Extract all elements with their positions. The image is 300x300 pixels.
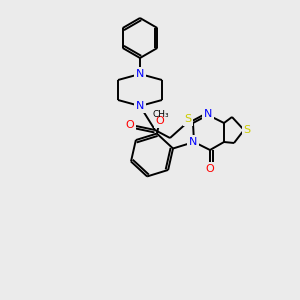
- Text: N: N: [204, 109, 212, 119]
- Text: O: O: [206, 164, 214, 174]
- Text: N: N: [136, 69, 144, 79]
- Text: O: O: [126, 120, 134, 130]
- Text: O: O: [155, 116, 164, 126]
- Text: S: S: [243, 125, 250, 135]
- Text: N: N: [189, 137, 197, 147]
- Text: CH₃: CH₃: [153, 110, 169, 118]
- Text: N: N: [136, 101, 144, 111]
- Text: S: S: [184, 114, 192, 124]
